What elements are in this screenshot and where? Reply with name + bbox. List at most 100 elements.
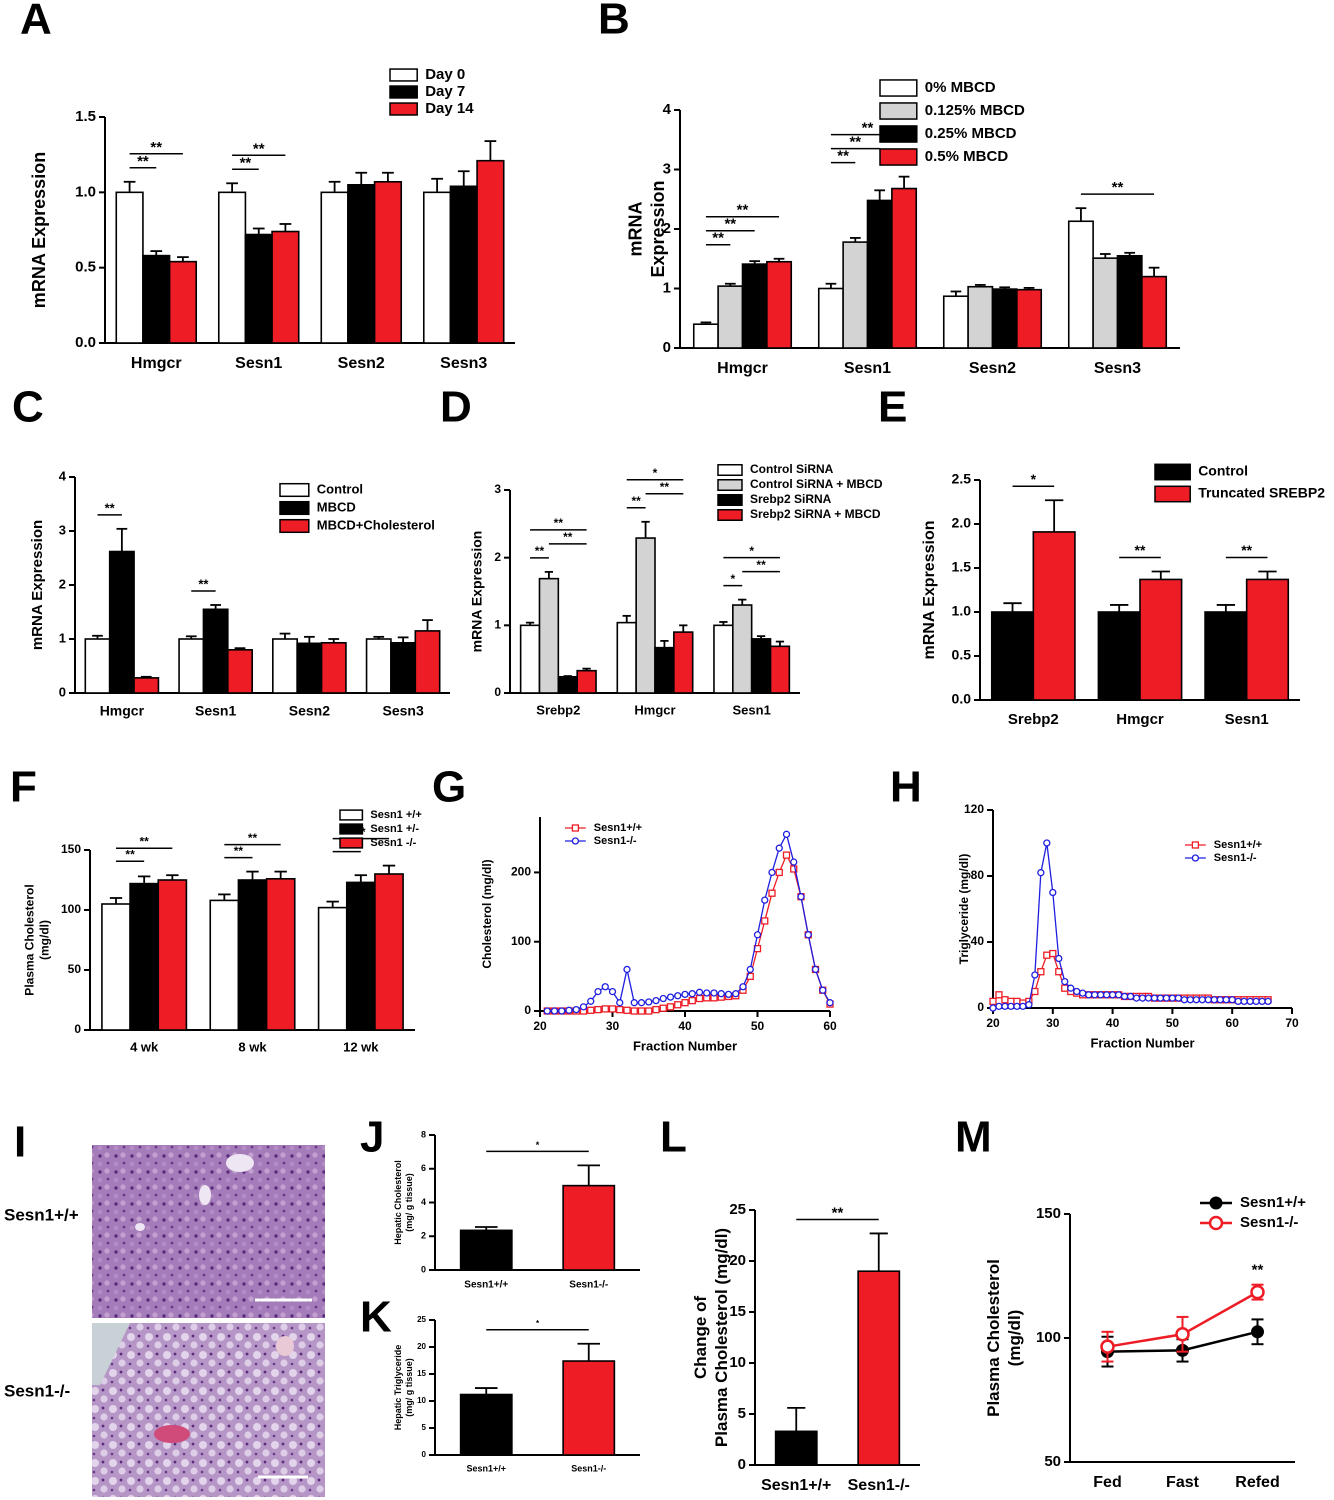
x-tick-label: Sesn3 <box>1094 360 1141 377</box>
marker <box>1019 1002 1027 1010</box>
significance-label: ** <box>712 230 724 247</box>
bar <box>769 645 791 694</box>
x-tick-label: 60 <box>823 1019 837 1033</box>
marker <box>1138 994 1147 1002</box>
y-axis-label: Hepatic Cholesterol <box>393 1160 403 1245</box>
bar <box>265 877 296 1031</box>
x-tick-label: Sesn1-/- <box>848 1477 910 1494</box>
marker <box>739 983 747 991</box>
legend-swatch <box>279 500 310 516</box>
marker <box>989 1004 997 1012</box>
tissue-edge <box>92 1323 130 1385</box>
marker <box>652 1005 660 1014</box>
marker <box>637 1007 646 1015</box>
marker <box>652 996 660 1005</box>
y-tick-label: 4 <box>421 1197 426 1207</box>
legend-label: Sesn1 +/- <box>370 823 419 835</box>
y-axis-label: (mg/dl) <box>38 920 52 960</box>
x-tick-label: 40 <box>1106 1016 1120 1030</box>
marker <box>1073 987 1081 996</box>
marker <box>659 1004 667 1012</box>
legend-label: Control <box>317 481 363 496</box>
marker <box>688 996 696 1005</box>
panel-letter: A <box>20 0 52 44</box>
significance-label: ** <box>1241 542 1252 558</box>
marker <box>1100 1339 1115 1354</box>
series-line <box>992 842 1269 1009</box>
y-tick-label: 3 <box>59 522 66 537</box>
marker <box>1114 991 1123 999</box>
marker <box>995 991 1003 999</box>
y-axis-label: mRNA <box>626 201 646 256</box>
y-tick-label: 2 <box>494 550 501 564</box>
y-tick-label: 1 <box>494 618 501 632</box>
marker <box>623 1006 631 1014</box>
bar <box>459 1229 513 1271</box>
legend-label: Srebp2 SiRNA + MBCD <box>750 507 881 521</box>
legend-label: Sesn1+/+ <box>1214 839 1262 851</box>
bar <box>320 191 349 344</box>
marker <box>775 844 783 852</box>
bar <box>990 611 1035 701</box>
significance-label: ** <box>198 576 209 591</box>
marker <box>703 989 711 997</box>
bar <box>519 624 541 694</box>
marker <box>616 999 624 1007</box>
marker <box>746 965 754 974</box>
significance-label: ** <box>837 148 849 165</box>
x-tick-label: Sesn2 <box>289 703 330 719</box>
significance-label: ** <box>150 139 162 156</box>
x-tick-label: Hmgcr <box>100 703 145 719</box>
marker <box>761 917 769 925</box>
marker <box>819 986 827 994</box>
bar <box>750 638 772 694</box>
bar <box>538 577 560 694</box>
bar <box>320 641 347 694</box>
y-tick-label: 0.0 <box>952 691 972 707</box>
panel-letter: C <box>12 383 44 432</box>
marker <box>608 1005 617 1013</box>
marker <box>1031 987 1039 996</box>
row-label: Sesn1-/- <box>4 1381 70 1400</box>
marker <box>616 1005 624 1014</box>
y-tick-label: 0 <box>421 1264 426 1274</box>
marker <box>1049 888 1057 897</box>
x-tick-label: Hmgcr <box>1116 711 1164 728</box>
marker <box>1037 968 1045 976</box>
bar <box>129 882 160 1031</box>
bar <box>1141 275 1168 349</box>
marker <box>1067 984 1075 992</box>
x-tick-label: 40 <box>678 1019 692 1033</box>
x-tick-label: 12 wk <box>343 1039 379 1054</box>
y-tick-label: 10 <box>417 1396 426 1405</box>
y-tick-label: 2 <box>663 220 671 237</box>
bar <box>842 241 869 349</box>
legend-label: MBCD+Cholesterol <box>317 517 435 532</box>
legend-marker <box>1191 854 1200 862</box>
significance-label: ** <box>105 500 116 515</box>
y-axis-label: (mg/ g tissue) <box>404 1173 414 1232</box>
marker <box>1079 989 1087 997</box>
legend-label: MBCD <box>317 499 356 514</box>
y-axis-label: mRNA Expression <box>29 152 49 308</box>
marker <box>1204 996 1212 1004</box>
bar <box>202 608 229 694</box>
x-tick-label: 50 <box>1166 1016 1180 1030</box>
y-tick-label: 50 <box>1044 1453 1061 1470</box>
bar <box>1067 220 1094 349</box>
marker <box>790 865 798 873</box>
marker <box>1108 991 1117 999</box>
significance-label: * <box>536 1319 540 1328</box>
marker <box>1251 1325 1264 1339</box>
bar <box>857 1270 901 1466</box>
bar <box>866 199 893 349</box>
legend-label: Sesn1-/- <box>1240 1214 1298 1231</box>
significance-label: ** <box>234 844 244 858</box>
x-tick-label: Sesn2 <box>338 355 385 372</box>
significance-label: ** <box>756 558 766 572</box>
y-tick-label: 0.0 <box>75 334 96 351</box>
bar <box>459 1393 513 1456</box>
y-tick-label: 40 <box>971 934 985 948</box>
x-tick-label: 30 <box>1046 1016 1060 1030</box>
